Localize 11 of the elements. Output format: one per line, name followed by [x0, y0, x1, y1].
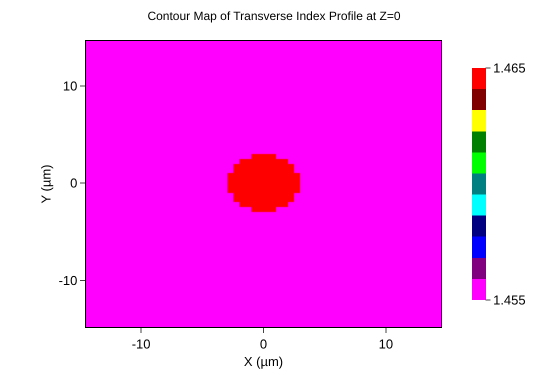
chart-title: Contour Map of Transverse Index Profile at Z=0	[147, 9, 401, 24]
y-axis-title: Y (µm)	[38, 164, 54, 204]
x-tick-label: -10	[132, 336, 150, 352]
color-bar-label: 1.465	[493, 60, 526, 76]
x-axis-title: X (µm)	[244, 354, 284, 370]
y-tick-label: 10	[62, 78, 78, 94]
x-tick-label: 0	[260, 336, 268, 352]
x-tick-label: 10	[378, 336, 394, 352]
y-tick-label: -10	[58, 272, 78, 288]
y-tick-label: 0	[70, 176, 78, 191]
color-bar-label: 1.455	[493, 292, 526, 308]
